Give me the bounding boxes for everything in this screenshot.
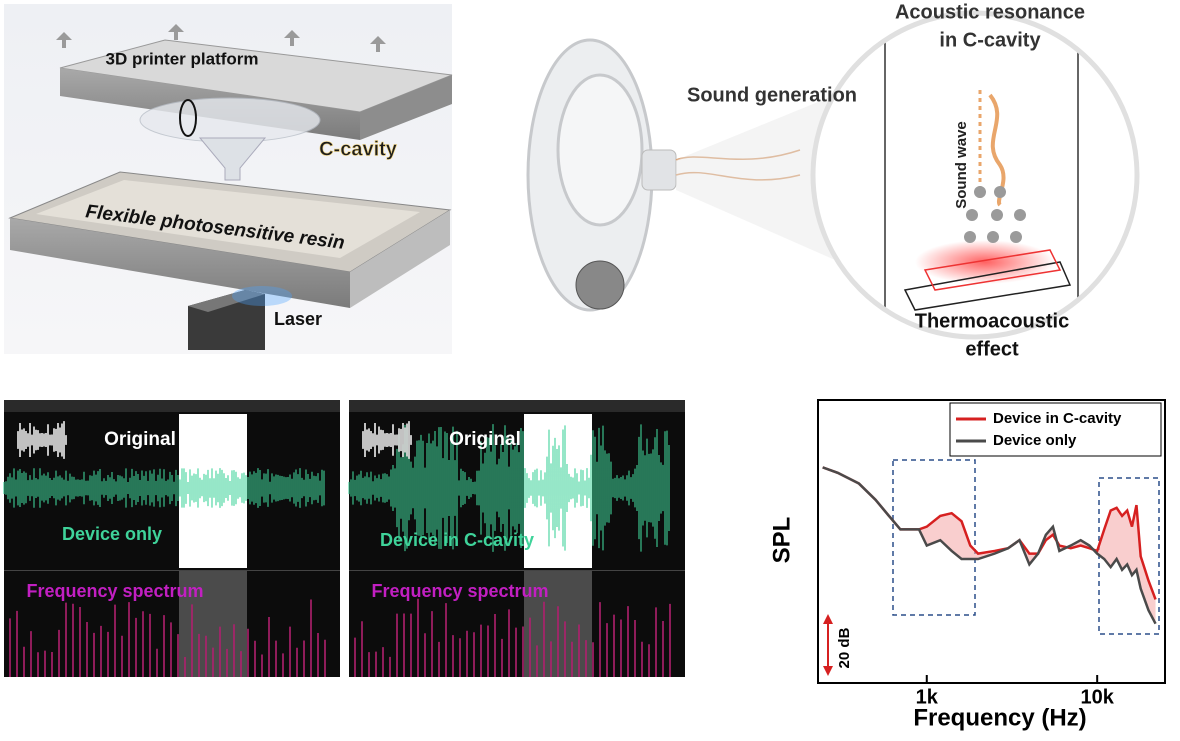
sound-label: Sound generation bbox=[687, 84, 857, 106]
resonance-title: Acoustic resonance bbox=[895, 1, 1085, 23]
selection bbox=[179, 414, 247, 568]
waveform bbox=[348, 424, 670, 552]
spectrum bbox=[9, 599, 326, 677]
effect-label: effect bbox=[965, 338, 1019, 360]
scale-bar-label: 20 dB bbox=[836, 627, 853, 668]
spl-chart: 20 dB SPL Frequency (Hz) 1k 10k Device in … bbox=[768, 399, 1166, 731]
timeline-bar bbox=[4, 400, 340, 412]
difference-fill bbox=[822, 467, 1156, 624]
original-label: Original bbox=[104, 429, 176, 450]
y-axis-title: SPL bbox=[768, 517, 795, 564]
original-label: Original bbox=[449, 429, 521, 450]
waveform bbox=[3, 468, 325, 508]
spectrum-baseline bbox=[349, 570, 685, 571]
spectrum-label: Frequency spectrum bbox=[26, 581, 203, 601]
spectrum-baseline bbox=[4, 570, 340, 571]
device-label: Device in C-cavity bbox=[380, 530, 534, 550]
legend-label: Device in C-cavity bbox=[993, 410, 1122, 427]
resonance-title: in C-cavity bbox=[939, 29, 1041, 51]
device-label: Device only bbox=[62, 524, 162, 544]
x-axis-title: Frequency (Hz) bbox=[913, 704, 1086, 731]
x-tick-label: 10k bbox=[1080, 686, 1114, 708]
mechanism-panel: Sound generation Acoustic resonance in C… bbox=[526, 1, 1140, 360]
effect-label: Thermoacoustic bbox=[915, 310, 1069, 332]
x-tick-label: 1k bbox=[916, 686, 939, 708]
recordings-panel: Original Device only Frequency spectrum Ori… bbox=[3, 400, 685, 677]
spectrum-label: Frequency spectrum bbox=[371, 581, 548, 601]
fabrication-panel: 3D printer platform C-cavity Flexible ph… bbox=[4, 4, 453, 354]
cavity-label: C-cavity bbox=[319, 138, 398, 160]
original-icon bbox=[17, 421, 67, 459]
laser-label: Laser bbox=[274, 309, 322, 329]
wave-label: Sound wave bbox=[953, 121, 970, 209]
original-icon bbox=[362, 421, 412, 459]
timeline-bar bbox=[349, 400, 685, 412]
selection bbox=[524, 414, 592, 568]
series-line bbox=[822, 466, 1157, 625]
platform-label: 3D printer platform bbox=[105, 49, 258, 68]
legend-label: Device only bbox=[993, 432, 1077, 449]
spectrum bbox=[354, 598, 671, 677]
